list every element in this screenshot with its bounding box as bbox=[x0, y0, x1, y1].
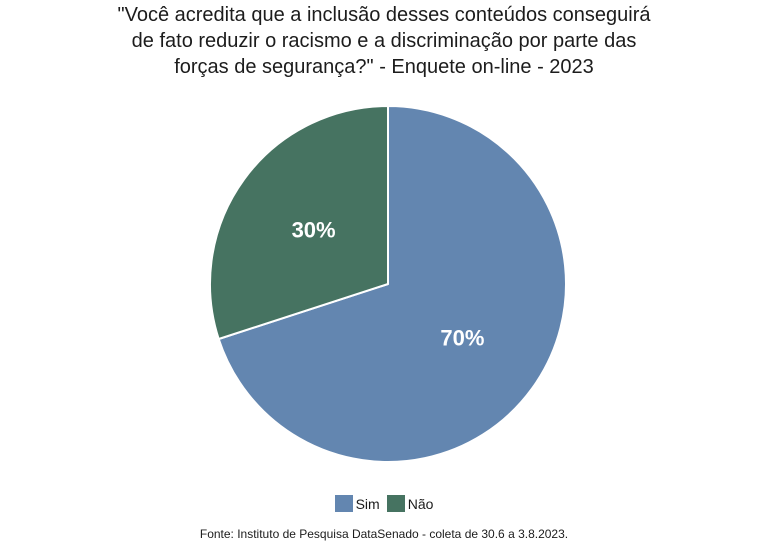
slice-label-sim: 70% bbox=[440, 326, 484, 351]
chart-title-line-1: "Você acredita que a inclusão desses con… bbox=[117, 4, 651, 26]
source-note: Fonte: Instituto de Pesquisa DataSenado … bbox=[199, 527, 569, 541]
legend-label-nao: Não bbox=[407, 495, 434, 512]
legend-item-sim: Sim bbox=[334, 495, 380, 512]
slice-label-nao: 30% bbox=[292, 217, 336, 242]
legend-item-nao: Não bbox=[386, 495, 434, 512]
pie-slice-nao bbox=[209, 105, 389, 341]
legend-swatch-nao bbox=[386, 495, 405, 512]
legend: Sim Não bbox=[0, 495, 768, 512]
chart-title-line-2: de fato reduzir o racismo e a discrimina… bbox=[131, 30, 637, 52]
legend-label-sim: Sim bbox=[355, 495, 380, 512]
legend-swatch-sim bbox=[334, 495, 353, 512]
chart-title-line-3: forças de segurança?" - Enquete on-line … bbox=[174, 56, 594, 78]
pie-slice-sim bbox=[217, 105, 567, 463]
chart-title: "Você acredita que a inclusão desses con… bbox=[0, 2, 768, 80]
